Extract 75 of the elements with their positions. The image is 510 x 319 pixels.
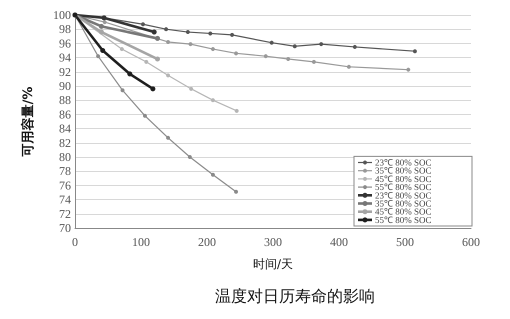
point — [230, 32, 234, 37]
legend-label: 35℃ 80% SOC — [375, 198, 432, 208]
point — [189, 86, 194, 91]
y-tick-label: 74 — [59, 192, 71, 207]
point — [144, 60, 148, 64]
point — [312, 60, 316, 64]
x-tick-label: 300 — [264, 235, 282, 249]
point — [188, 155, 192, 159]
x-tick-label: 500 — [396, 235, 414, 249]
y-tick-label: 80 — [59, 150, 71, 164]
x-axis-title: 时间/天 — [252, 257, 294, 271]
y-tick-label: 82 — [59, 136, 71, 150]
point — [98, 30, 104, 35]
y-tick-label: 76 — [59, 178, 71, 192]
legend-label: 45℃ 80% SOC — [375, 206, 432, 217]
point — [120, 47, 124, 52]
point — [140, 22, 145, 26]
point — [152, 30, 157, 35]
point — [264, 54, 268, 58]
y-tick-label: 94 — [59, 50, 71, 65]
point — [102, 20, 107, 24]
y-tick-label: 96 — [59, 36, 71, 50]
legend-label: 55℃ 80% SOC — [375, 214, 432, 225]
y-tick-label: 92 — [59, 64, 71, 79]
y-tick-label: 86 — [59, 107, 71, 122]
y-tick-label: 90 — [59, 79, 71, 93]
point — [210, 172, 215, 177]
point — [166, 136, 170, 140]
text: 温度对日历寿命的影响 — [215, 286, 375, 306]
point — [142, 114, 147, 118]
point — [210, 47, 215, 52]
point — [292, 44, 297, 48]
legend-label: 23℃ 80% SOC — [375, 158, 432, 168]
legend-label: 23℃ 80% SOC — [375, 190, 432, 200]
x-tick-label: 600 — [462, 235, 480, 249]
y-tick-label: 70 — [59, 221, 71, 235]
point — [234, 51, 238, 56]
point — [96, 54, 100, 58]
point — [208, 31, 212, 36]
y-tick-label: 72 — [59, 206, 71, 221]
point — [412, 49, 417, 54]
point — [352, 44, 357, 49]
point — [210, 98, 215, 102]
y-tick-label: 100 — [53, 8, 71, 22]
point — [120, 88, 125, 92]
point — [166, 73, 170, 78]
point — [127, 71, 132, 76]
y-tick-label: 78 — [59, 164, 71, 178]
y-axis-title: 可用容量/% — [20, 86, 36, 158]
point — [234, 190, 238, 194]
legend-label: 55℃ 80% SOC — [375, 182, 432, 192]
point — [188, 42, 192, 46]
point — [286, 57, 290, 62]
x-tick-label: 0 — [72, 235, 78, 249]
y-tick-label: 98 — [59, 22, 71, 36]
point — [166, 40, 170, 44]
legend-label: 45℃ 80% SOC — [375, 174, 432, 184]
point — [270, 40, 274, 45]
point — [98, 24, 104, 29]
y-tick-label: 84 — [59, 122, 71, 136]
point — [100, 48, 106, 53]
legend-label: 35℃ 80% SOC — [375, 166, 432, 176]
point — [234, 108, 239, 113]
x-tick-label: 100 — [132, 235, 150, 249]
point — [164, 27, 168, 32]
point — [155, 36, 160, 41]
x-tick-label: 200 — [198, 235, 216, 249]
point — [346, 64, 351, 69]
point — [319, 42, 324, 46]
y-tick-label: 88 — [59, 93, 71, 108]
point — [150, 86, 156, 92]
x-tick-label: 400 — [330, 235, 348, 249]
point — [186, 30, 190, 34]
point — [155, 56, 160, 62]
point — [406, 68, 410, 72]
